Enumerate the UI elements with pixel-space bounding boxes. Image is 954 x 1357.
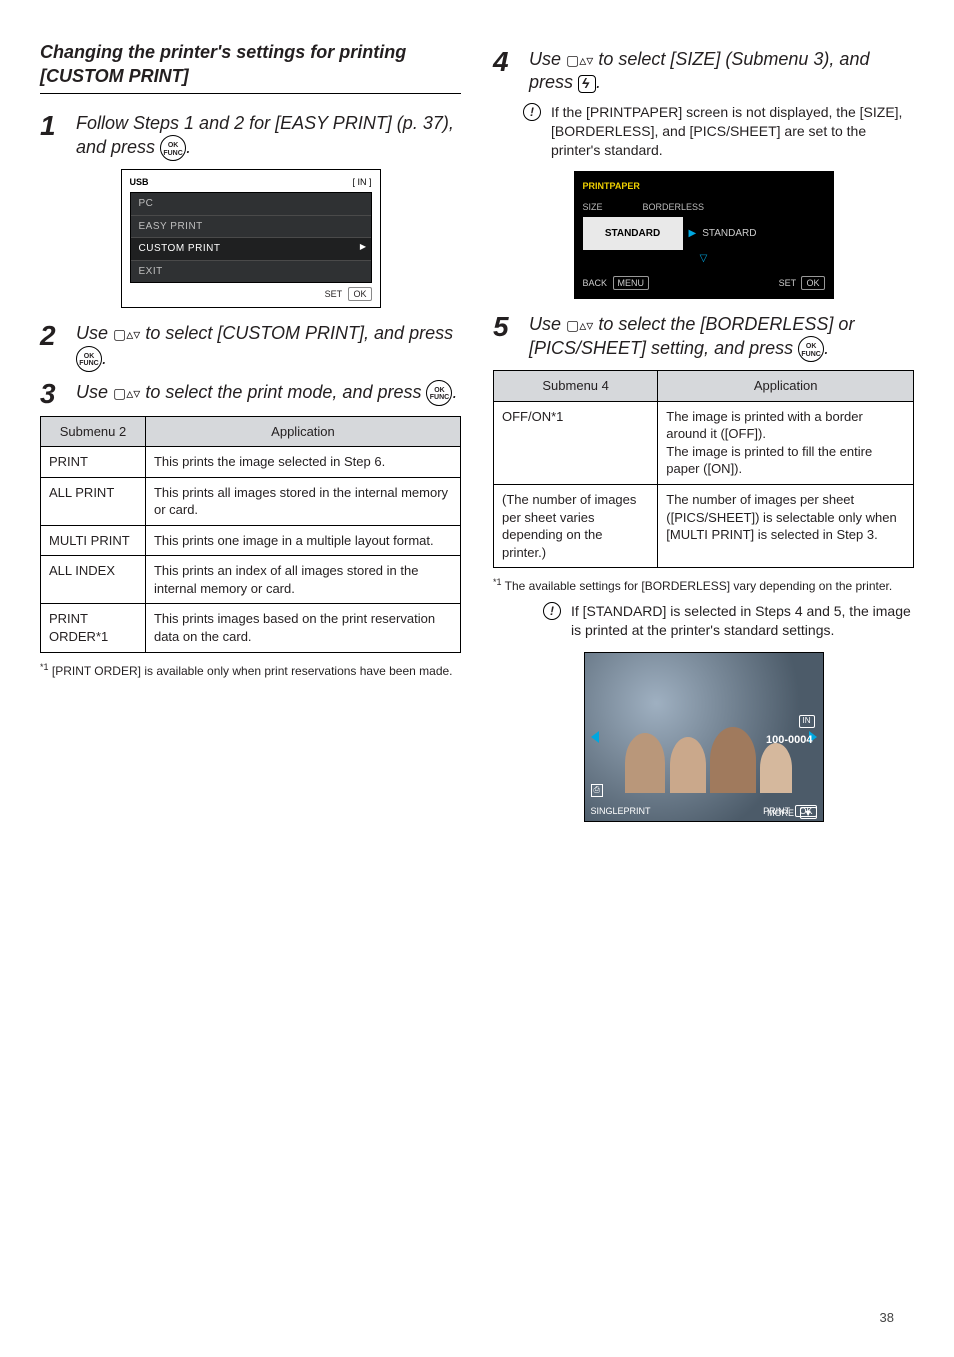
screen1-ok-tag: OK <box>348 287 371 301</box>
th-sub2: Submenu 2 <box>41 416 146 447</box>
section-rule <box>40 93 461 94</box>
table-row: (The number of images per sheet varies d… <box>494 485 914 568</box>
screen2-set: SET <box>779 278 796 288</box>
updown-icon: ▢▵▿ <box>113 326 140 342</box>
step-4: 4 Use ▢▵▿ to select [SIZE] (Submenu 3), … <box>493 48 914 95</box>
screen2-ok-tag: OK <box>801 276 824 290</box>
th-app: Application <box>145 416 460 447</box>
table-row: PRINT ORDER*1 This prints images based o… <box>41 604 461 652</box>
screen2-size: SIZE <box>583 201 603 213</box>
screen2-panel-left: STANDARD <box>583 217 683 251</box>
updown-icon: ▢▵▿ <box>566 317 593 333</box>
table-row: PRINTThis prints the image selected in S… <box>41 447 461 478</box>
usb-menu-screen: USB [ IN ] PC EASY PRINT CUSTOM PRINT EX… <box>121 169 381 308</box>
caution-icon: ! <box>543 602 561 620</box>
note-step4-text: If the [PRINTPAPER] screen is not displa… <box>551 103 914 160</box>
ok-func-icon: OKFUNC <box>76 346 102 372</box>
note-step5-text: If [STANDARD] is selected in Steps 4 and… <box>571 602 914 640</box>
step-num: 4 <box>493 48 515 76</box>
down-chevron-icon: ▽ <box>583 252 825 266</box>
in-badge: IN <box>799 715 815 728</box>
screen2-back: BACK <box>583 278 608 288</box>
note-step4: ! If the [PRINTPAPER] screen is not disp… <box>523 103 914 160</box>
note-step5: ! If [STANDARD] is selected in Steps 4 a… <box>543 602 914 640</box>
step-num: 1 <box>40 112 62 140</box>
screen2-menu-tag: MENU <box>613 276 650 290</box>
step3-a: Use <box>76 381 113 401</box>
step-5: 5 Use ▢▵▿ to select the [BORDERLESS] or … <box>493 313 914 362</box>
footnote-2: *1 The available settings for [BORDERLES… <box>493 576 914 594</box>
step-2: 2 Use ▢▵▿ to select [CUSTOM PRINT], and … <box>40 322 461 371</box>
screen2-panel-right: STANDARD <box>702 227 824 241</box>
table-row: ALL PRINTThis prints all images stored i… <box>41 477 461 525</box>
step3-b: to select the print mode, and press <box>145 381 426 401</box>
updown-icon: ▢▵▿ <box>113 385 140 401</box>
step2-b: to select [CUSTOM PRINT], and press <box>145 323 453 343</box>
table-row: ALL INDEXThis prints an index of all ima… <box>41 556 461 604</box>
table-row: MULTI PRINTThis prints one image in a mu… <box>41 525 461 556</box>
menu-row-selected: CUSTOM PRINT <box>131 238 371 261</box>
photo-singleprint: SINGLEPRINT <box>591 806 651 816</box>
menu-row: EXIT <box>131 261 371 283</box>
screen1-header-left: USB <box>130 176 149 188</box>
photo-number: 100-0004 <box>766 733 813 748</box>
screen2-title: PRINTPAPER <box>583 180 825 192</box>
page-number: 38 <box>880 1309 894 1327</box>
caution-icon: ! <box>523 103 541 121</box>
step1-text: Follow Steps 1 and 2 for [EASY PRINT] (p… <box>76 113 454 157</box>
ok-func-icon: OKFUNC <box>160 135 186 161</box>
step-num: 3 <box>40 380 62 408</box>
submenu2-table: Submenu 2 Application PRINTThis prints t… <box>40 416 461 653</box>
step2-a: Use <box>76 323 113 343</box>
step-3: 3 Use ▢▵▿ to select the print mode, and … <box>40 380 461 408</box>
ok-func-icon: OKFUNC <box>798 336 824 362</box>
flash-right-icon <box>578 75 596 93</box>
step-num: 5 <box>493 313 515 341</box>
table-row: OFF/ON*1 The image is printed with a bor… <box>494 401 914 484</box>
th-sub4: Submenu 4 <box>494 371 658 402</box>
menu-row: EASY PRINT <box>131 216 371 239</box>
section-title: Changing the printer's settings for prin… <box>40 40 461 89</box>
photo-preview: IN 100-0004 ⎙ SINGLEPRINT PRINT OK MORE … <box>584 652 824 822</box>
submenu4-table: Submenu 4 Application OFF/ON*1 The image… <box>493 370 914 568</box>
left-arrow-icon <box>591 731 599 743</box>
updown-icon: ▢▵▿ <box>566 52 593 68</box>
menu-row: PC <box>131 193 371 216</box>
photo-more: MORE <box>767 808 794 818</box>
step5-a: Use <box>529 314 566 334</box>
photo-down-tag: ▼ <box>800 807 817 819</box>
screen2-borderless: BORDERLESS <box>643 201 705 213</box>
footnote-1: *1 [PRINT ORDER] is available only when … <box>40 661 461 679</box>
printpaper-screen: PRINTPAPER SIZE BORDERLESS STANDARD ▶ ST… <box>574 171 834 298</box>
right-arrow-icon: ▶ <box>689 227 697 241</box>
step-1: 1 Follow Steps 1 and 2 for [EASY PRINT] … <box>40 112 461 161</box>
ok-func-icon: OKFUNC <box>426 380 452 406</box>
step-num: 2 <box>40 322 62 350</box>
screen1-set: SET <box>325 289 342 299</box>
screen1-header-right: [ IN ] <box>352 176 371 188</box>
step4-a: Use <box>529 49 566 69</box>
print-queue-icon: ⎙ <box>591 784 603 797</box>
th-app2: Application <box>658 371 914 402</box>
